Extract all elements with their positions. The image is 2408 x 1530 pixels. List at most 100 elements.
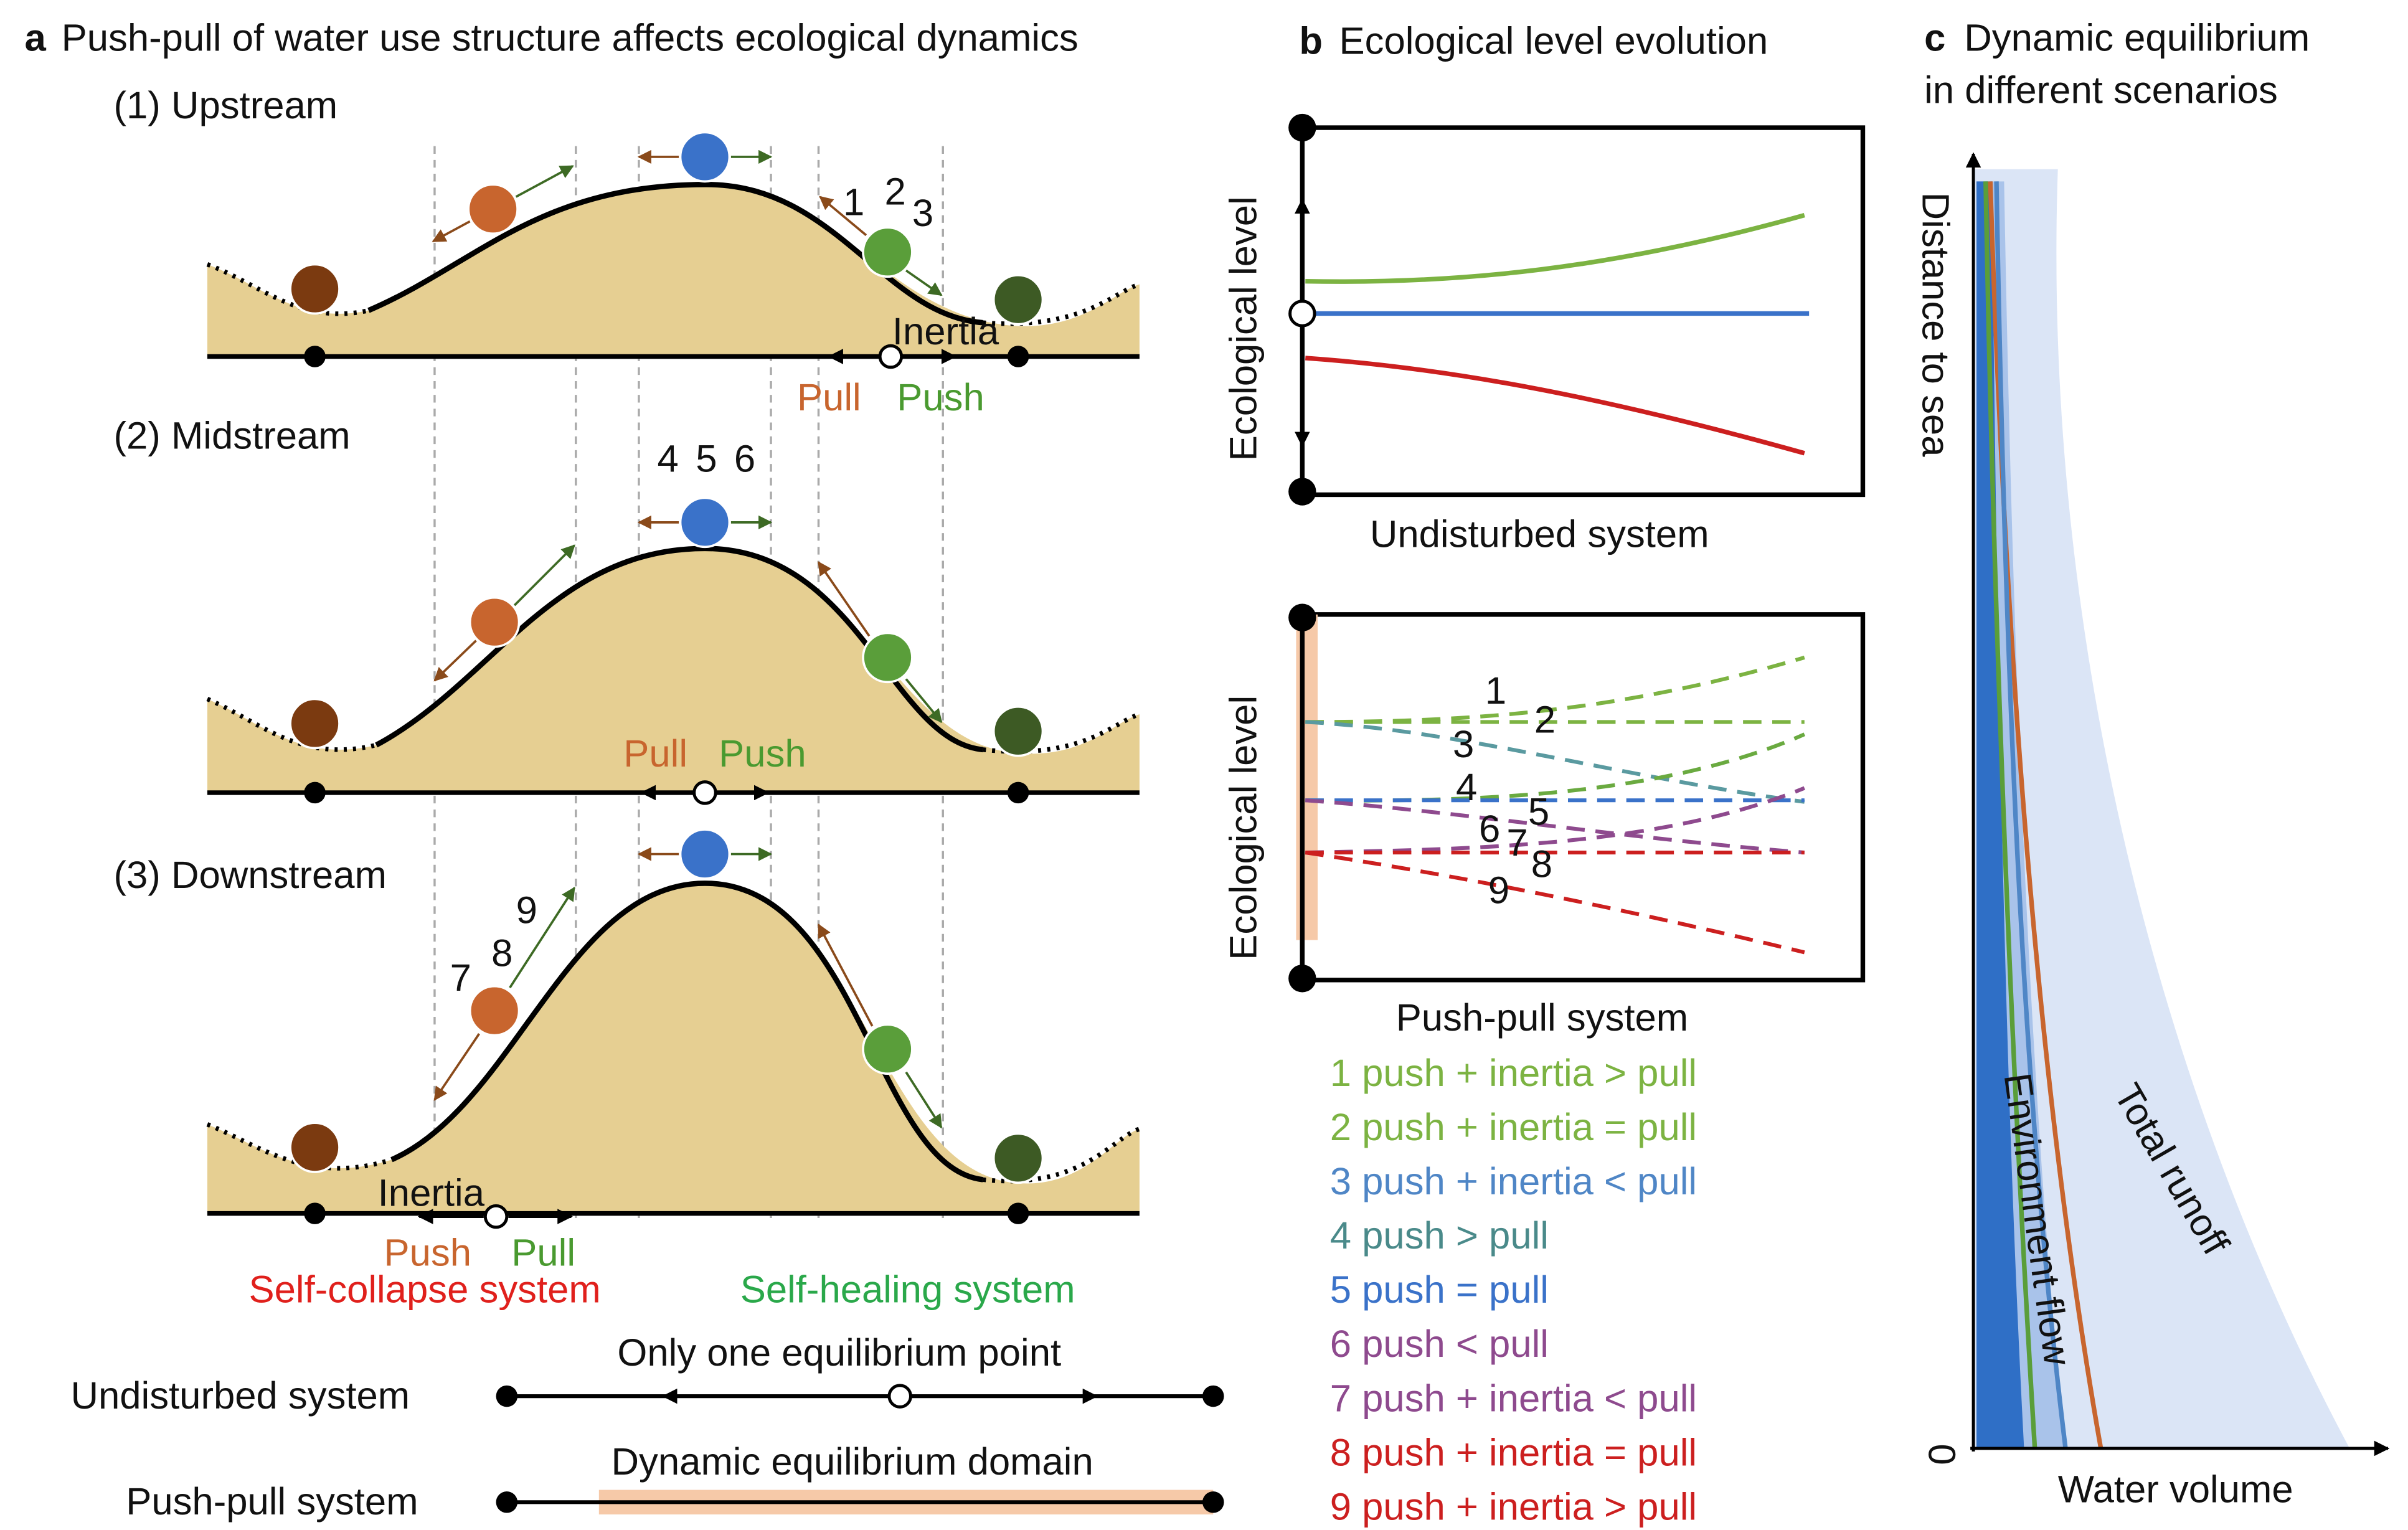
x-axis-label: Water volume — [2058, 1468, 2293, 1511]
curve-label: 1 — [1485, 669, 1506, 712]
ridge — [375, 545, 983, 753]
node — [304, 346, 326, 367]
valley-edge — [206, 262, 1141, 326]
legend-entry: 4 push > pull — [1330, 1214, 1549, 1257]
scenario-line — [1994, 181, 2068, 1449]
curve-label: 5 — [1528, 791, 1549, 834]
collapse-label: Self-collapse system — [249, 1268, 601, 1311]
legend-caption: Dynamic equilibrium domain — [611, 1440, 1093, 1483]
arrow — [509, 886, 575, 989]
panel-c: c Dynamic equilibrium in different scena… — [1914, 17, 2390, 1511]
curve — [1305, 786, 1805, 855]
scenario-line — [1983, 181, 2037, 1449]
arrow — [905, 269, 943, 296]
panel-a: a Push-pull of water use structure affec… — [24, 17, 1224, 1523]
ball — [862, 631, 914, 684]
legend-entry: 7 push + inertia < pull — [1330, 1377, 1697, 1420]
curve — [1305, 356, 1805, 456]
ball — [679, 131, 731, 183]
pull-label: Pull — [511, 1231, 575, 1274]
valley-edge — [206, 697, 1141, 754]
node — [1202, 1491, 1224, 1513]
curve-labels: 1 2 3 4 5 6 7 8 9 — [1453, 669, 1556, 912]
number: 5 — [696, 437, 717, 480]
ball — [289, 1122, 341, 1173]
node — [1288, 603, 1316, 631]
ball — [679, 496, 731, 549]
legend-entry: 2 push + inertia = pull — [1330, 1106, 1697, 1149]
ball — [862, 226, 914, 278]
node — [1007, 782, 1029, 804]
curve-label: 8 — [1531, 843, 1552, 886]
legend-entry: 8 push + inertia = pull — [1330, 1431, 1697, 1474]
curve — [1305, 851, 1805, 955]
y-axis-label: Ecological level — [1222, 696, 1265, 960]
push-label: Push — [384, 1231, 472, 1274]
legend-entry: 5 push = pull — [1330, 1268, 1549, 1311]
legend-label: Undisturbed system — [70, 1374, 410, 1417]
node — [496, 1385, 518, 1407]
legend: 1 push + inertia > pull 2 push + inertia … — [1330, 1052, 1697, 1528]
number: 2 — [885, 170, 906, 213]
number: 4 — [658, 437, 679, 480]
arrow — [817, 561, 871, 637]
node — [304, 782, 326, 804]
ball — [289, 697, 341, 750]
arrow — [433, 1033, 480, 1101]
pull-label: Pull — [797, 376, 861, 419]
node — [1007, 346, 1029, 367]
arrow — [513, 544, 575, 607]
arrow — [515, 165, 574, 198]
node — [1202, 1385, 1224, 1407]
node — [1288, 478, 1316, 506]
number: 6 — [734, 437, 755, 480]
curve-label: 2 — [1534, 699, 1556, 742]
inertia-label: Inertia — [378, 1171, 485, 1214]
legend-entry: 1 push + inertia > pull — [1330, 1052, 1697, 1095]
hill — [207, 548, 1140, 793]
curve-label: 6 — [1479, 808, 1500, 851]
legend-label: Push-pull system — [126, 1480, 418, 1523]
row-label: (3) Downstream — [113, 854, 386, 897]
row-label: (2) Midstream — [113, 414, 350, 457]
panel-title: Push-pull of water use structure affects… — [62, 17, 1079, 60]
number: 3 — [912, 192, 933, 235]
arrow — [905, 678, 943, 724]
node — [496, 1491, 518, 1513]
equilibrium — [887, 1384, 912, 1409]
ridge — [367, 181, 983, 326]
equilibrium — [878, 344, 904, 369]
scenario-line — [1988, 181, 2103, 1449]
panel-letter: c — [1924, 17, 1945, 60]
curve-label: 3 — [1453, 723, 1474, 766]
equilibrium — [483, 1204, 509, 1229]
node — [1007, 1202, 1029, 1224]
curve — [1305, 213, 1805, 284]
x-axis-label: Push-pull system — [1396, 996, 1688, 1039]
x-axis-label: Undisturbed system — [1370, 512, 1709, 555]
panel-letter: b — [1299, 20, 1323, 63]
panel-title: Ecological level evolution — [1339, 20, 1768, 63]
origin-label: 0 — [1920, 1444, 1963, 1465]
curve — [1305, 798, 1805, 855]
healing-label: Self-healing system — [740, 1268, 1075, 1311]
pull-label: Pull — [623, 732, 687, 775]
curve-label: 7 — [1506, 821, 1527, 864]
hill — [207, 184, 1140, 357]
number: 7 — [450, 956, 471, 999]
legend-caption: Only one equilibrium point — [617, 1331, 1061, 1374]
equilibrium — [1288, 300, 1316, 328]
valley-edge — [206, 1122, 1141, 1184]
node — [1288, 965, 1316, 993]
ball — [468, 985, 521, 1037]
row-label: (1) Upstream — [113, 84, 338, 127]
number: 9 — [516, 889, 537, 932]
curves — [1305, 655, 1806, 955]
node — [304, 1202, 326, 1224]
ball — [679, 828, 731, 880]
panel-b: b Ecological level evolution Ecological … — [1222, 20, 1866, 1528]
ball — [467, 183, 519, 235]
ball — [992, 273, 1044, 326]
legend-entry: 9 push + inertia > pull — [1330, 1485, 1697, 1528]
total-runoff-area — [1973, 169, 2350, 1448]
